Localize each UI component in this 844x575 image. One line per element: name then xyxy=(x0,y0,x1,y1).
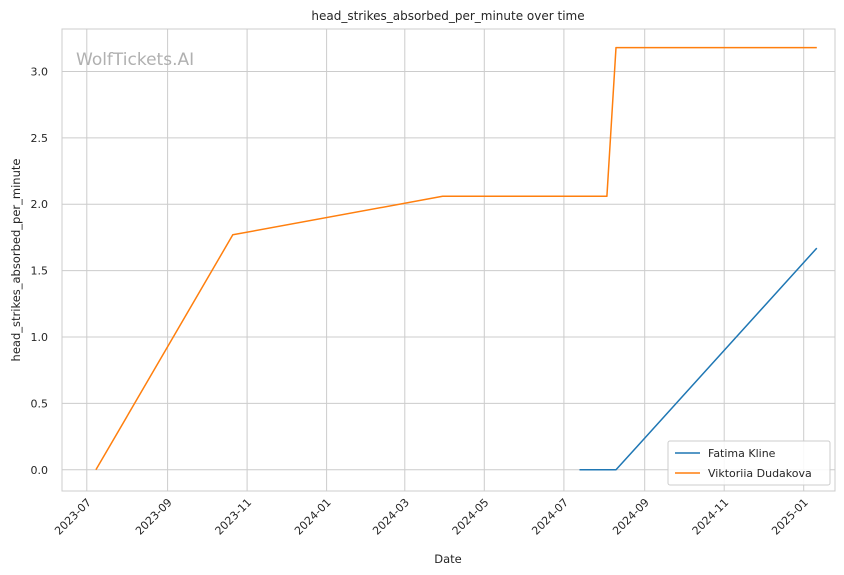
series-line-fatima-kline xyxy=(579,247,818,471)
x-tick-label: 2024-01 xyxy=(292,496,334,538)
y-tick-label: 2.5 xyxy=(31,132,49,145)
series-lines xyxy=(95,46,818,471)
grid-lines xyxy=(62,29,835,491)
y-axis-ticks: 0.0 0.5 1.0 1.5 2.0 2.5 3.0 xyxy=(31,66,49,477)
y-tick-label: 0.5 xyxy=(31,397,49,410)
legend: Fatima Kline Viktoriia Dudakova xyxy=(667,440,831,486)
x-tick-label: 2025-01 xyxy=(769,496,811,538)
y-tick-label: 2.0 xyxy=(31,198,49,211)
x-axis-ticks: 2023-07 2023-09 2023-11 2024-01 2024-03 2024-… xyxy=(52,496,811,538)
x-tick-label: 2024-07 xyxy=(529,496,571,538)
plot-area xyxy=(61,28,836,492)
legend-label-viktoriia-dudakova: Viktoriia Dudakova xyxy=(708,467,812,480)
x-tick-label: 2024-11 xyxy=(690,496,732,538)
x-tick-label: 2024-05 xyxy=(450,496,492,538)
chart-title: head_strikes_absorbed_per_minute over ti… xyxy=(311,9,584,23)
y-tick-label: 1.5 xyxy=(31,265,49,278)
x-tick-label: 2023-09 xyxy=(133,496,175,538)
y-tick-label: 3.0 xyxy=(31,66,49,79)
x-axis-label: Date xyxy=(434,552,462,566)
y-tick-label: 0.0 xyxy=(31,464,49,477)
x-tick-label: 2023-11 xyxy=(213,496,255,538)
series-line-viktoriia-dudakova xyxy=(95,46,817,471)
x-tick-label: 2024-03 xyxy=(370,496,412,538)
legend-label-fatima-kline: Fatima Kline xyxy=(708,447,776,460)
y-axis-label: head_strikes_absorbed_per_minute xyxy=(9,159,23,362)
x-tick-label: 2023-07 xyxy=(52,496,94,538)
legend-box xyxy=(667,440,831,486)
y-tick-label: 1.0 xyxy=(31,331,49,344)
watermark-text: WolfTickets.AI xyxy=(76,50,194,70)
x-tick-label: 2024-09 xyxy=(610,496,652,538)
